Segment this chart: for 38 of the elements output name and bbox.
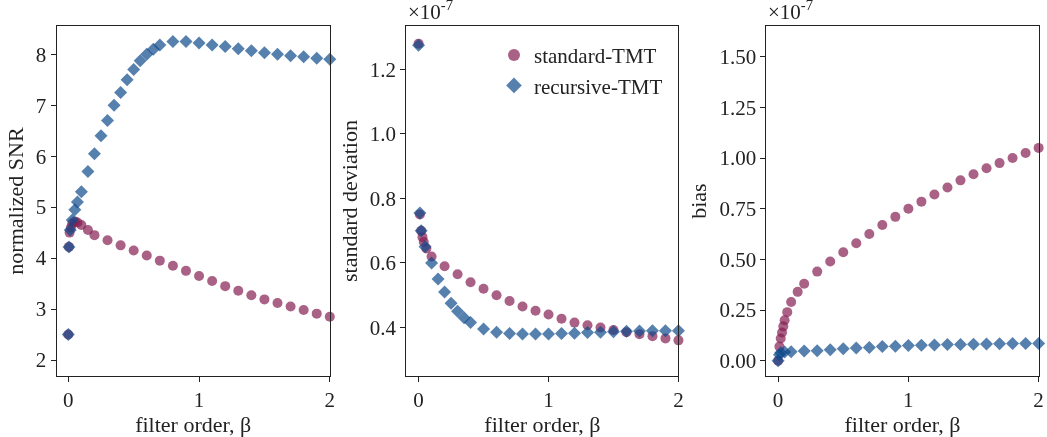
y-axis-title: standard deviation (336, 120, 362, 282)
x-tick-label: 2 (324, 388, 336, 413)
y-axis-title: normalized SNR (2, 127, 28, 275)
y-tick-label: 1.50 (719, 44, 757, 69)
x-tick-label: 0 (772, 388, 784, 413)
y-tick-label: 8 (35, 42, 47, 67)
y-tick-label: 2 (35, 348, 47, 373)
text: ×10$^{-7}$ (768, 0, 814, 24)
y-tick-label: 5 (35, 195, 47, 220)
x-tick-label: 2 (1033, 388, 1044, 413)
y-tick-label: 1.25 (719, 95, 757, 120)
y-tick-label: 0.6 (369, 251, 397, 276)
y-tick-label: 7 (35, 93, 47, 118)
y-tick-label: 6 (35, 144, 47, 169)
x-tick-label: 0 (63, 388, 74, 413)
text: ×10$^{-7}$ (408, 0, 454, 24)
y-tick-label: 3 (35, 297, 47, 322)
y-axis-title: bias (686, 183, 712, 219)
y-tick-label: 0.25 (719, 298, 757, 323)
y-tick-label: 0.75 (719, 197, 757, 222)
x-axis-title: filter order, β (844, 412, 961, 437)
y-tick-label: 0.50 (719, 247, 757, 272)
x-tick-label: 2 (673, 388, 684, 413)
x-tick-label: 1 (543, 388, 554, 413)
legend-label: standard-TMT (533, 44, 657, 69)
x-tick-label: 1 (193, 388, 205, 413)
x-axis-title: filter order, β (484, 412, 601, 437)
y-tick-label: 1.00 (719, 146, 757, 171)
legend-label: recursive-TMT (533, 74, 663, 99)
x-tick-label: 0 (413, 388, 424, 413)
x-axis-title: filter order, β (135, 412, 252, 437)
y-tick-label: 1.0 (369, 122, 397, 147)
y-tick-label: 1.2 (369, 57, 397, 82)
x-tick-label: 1 (903, 388, 914, 413)
y-tick-label: 0.8 (369, 186, 397, 211)
y-tick-label: 0.00 (719, 349, 757, 374)
y-tick-label: 4 (35, 246, 47, 271)
y-tick-label: 0.4 (369, 315, 397, 340)
